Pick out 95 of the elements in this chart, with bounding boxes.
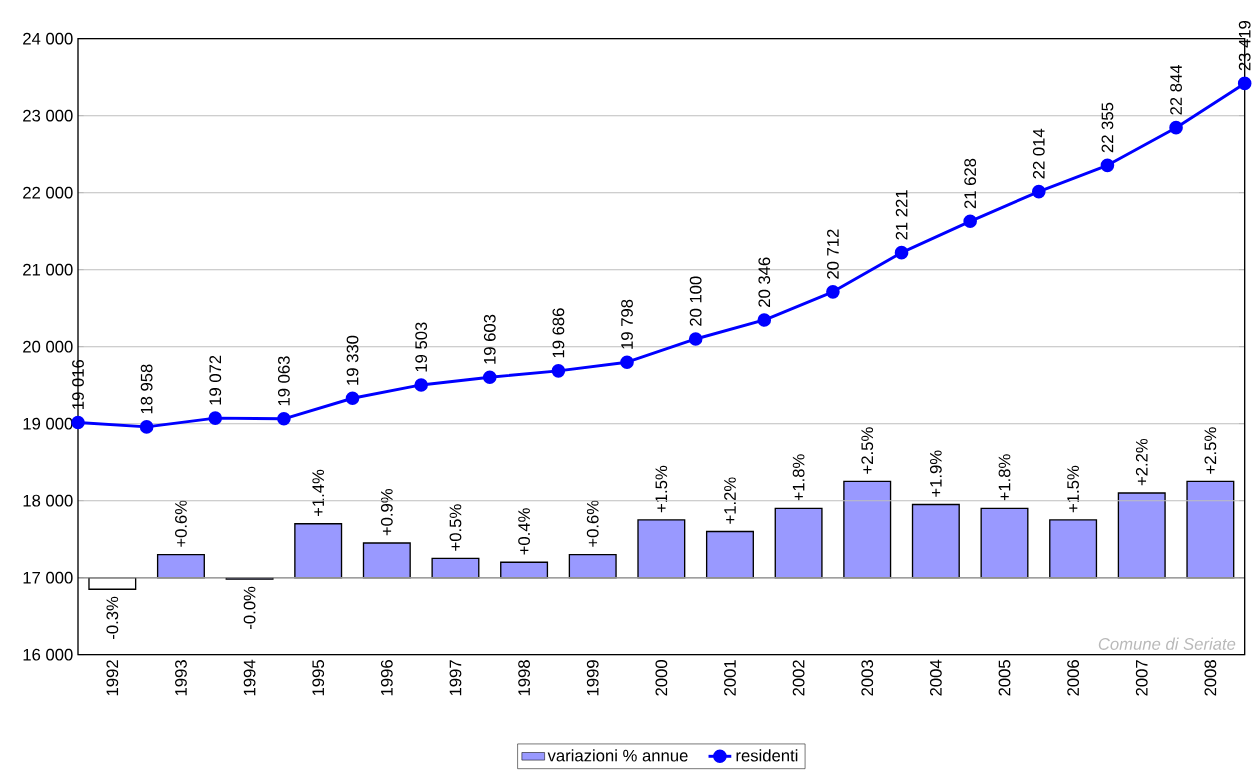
data-label: 22 014 — [1032, 128, 1045, 179]
point — [139, 420, 154, 434]
x-tick-label: 1992 — [106, 660, 119, 696]
data-label: +1.4% — [312, 469, 325, 517]
data-label: 19 798 — [621, 299, 633, 349]
data-label: 19 330 — [346, 335, 359, 385]
y-tick-label: 23 000 — [23, 109, 73, 122]
point — [1100, 158, 1115, 173]
x-tick-label: 1998 — [518, 660, 530, 696]
point — [757, 313, 772, 327]
point — [826, 285, 840, 299]
x-tick-label: 1993 — [175, 660, 187, 696]
data-label: 19 686 — [552, 308, 565, 358]
point — [1169, 120, 1183, 135]
data-label: +2.5% — [861, 427, 874, 474]
y-tick-label: 18 000 — [23, 494, 73, 507]
data-label: -0.3% — [106, 596, 119, 639]
x-tick-label: 1997 — [449, 660, 462, 696]
data-label: +0.9% — [380, 488, 393, 536]
data-label: +1.9% — [929, 450, 942, 497]
bar — [88, 576, 137, 590]
data-label: 20 100 — [689, 276, 702, 326]
data-label: 22 844 — [1170, 64, 1182, 115]
data-label: +1.5% — [1067, 465, 1079, 513]
data-label: +2.5% — [1204, 427, 1217, 474]
x-tick-label: 2008 — [1204, 660, 1217, 696]
data-label: 20 712 — [827, 229, 839, 279]
bar — [431, 557, 480, 579]
data-label: 18 958 — [140, 364, 153, 414]
data-label: 21 221 — [895, 190, 908, 240]
point — [482, 370, 497, 385]
data-label: 21 628 — [964, 158, 977, 209]
y-tick-label: 16 000 — [23, 648, 73, 661]
data-label: +0.4% — [518, 508, 530, 555]
bar — [774, 507, 823, 579]
bar — [1117, 492, 1166, 579]
data-label: 20 346 — [758, 257, 771, 307]
bar — [911, 503, 960, 579]
x-tick-label: 1999 — [586, 660, 599, 696]
data-label: +1.8% — [998, 454, 1011, 501]
bar — [156, 553, 205, 579]
bar — [362, 542, 411, 579]
x-tick-label: 2003 — [861, 660, 874, 696]
y-tick-label: 21 000 — [23, 263, 73, 276]
bar — [294, 523, 343, 579]
x-tick-label: 1995 — [312, 660, 325, 696]
annotation: Comune di Seriate — [1098, 637, 1236, 650]
data-label: +1.2% — [724, 477, 736, 524]
x-tick-label: 1994 — [243, 659, 256, 696]
point — [963, 214, 977, 229]
point — [551, 364, 566, 378]
data-label: 19 603 — [483, 314, 496, 364]
x-tick-label: 2000 — [655, 660, 668, 696]
x-tick-label: 2005 — [998, 660, 1011, 696]
bar — [500, 561, 549, 579]
bar — [568, 553, 617, 579]
data-label: 19 016 — [72, 359, 84, 409]
point — [345, 391, 360, 406]
data-label: +1.8% — [792, 454, 805, 501]
data-label: +0.5% — [449, 504, 462, 551]
bar — [1049, 519, 1098, 579]
y-tick-label: 17 000 — [23, 571, 73, 584]
y-tick-label: 19 000 — [23, 417, 73, 430]
bar — [705, 530, 754, 579]
x-tick-label: 2006 — [1067, 660, 1080, 696]
bar — [980, 507, 1029, 579]
bar — [1186, 480, 1235, 579]
data-label: 19 072 — [209, 355, 222, 405]
x-tick-label: 1996 — [380, 660, 393, 696]
point — [620, 355, 634, 370]
data-label: 19 503 — [415, 322, 428, 372]
data-label: +0.6% — [586, 500, 599, 547]
legend-label: variazioni % annue — [547, 749, 688, 762]
point — [1031, 184, 1046, 199]
point — [894, 245, 909, 260]
bar — [843, 480, 892, 579]
legend-label: residenti — [736, 749, 798, 762]
x-tick-label: 2002 — [792, 660, 805, 696]
data-label: +1.5% — [655, 465, 668, 513]
point — [688, 332, 703, 346]
data-label: -0.0% — [243, 586, 256, 629]
y-tick-label: 20 000 — [23, 340, 73, 353]
y-tick-label: 24 000 — [23, 32, 73, 45]
data-label: +2.2% — [1135, 438, 1148, 486]
point — [208, 411, 223, 425]
y-tick-label: 22 000 — [23, 186, 73, 199]
point — [414, 378, 428, 392]
data-label: 19 063 — [278, 356, 290, 406]
data-label: 22 355 — [1101, 102, 1114, 153]
x-tick-label: 2004 — [929, 659, 942, 696]
bar — [637, 519, 686, 579]
point — [277, 412, 291, 426]
x-tick-label: 2007 — [1135, 660, 1148, 696]
x-tick-label: 2001 — [724, 660, 736, 696]
data-label: +0.6% — [175, 500, 187, 547]
